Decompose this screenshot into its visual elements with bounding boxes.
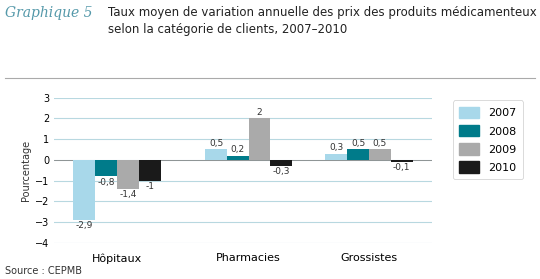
- Bar: [139, 160, 160, 181]
- Text: 0,2: 0,2: [231, 145, 245, 155]
- Text: -1,4: -1,4: [119, 190, 137, 199]
- Bar: [391, 160, 413, 162]
- Bar: [73, 160, 95, 220]
- Bar: [369, 150, 391, 160]
- Y-axis label: Pourcentage: Pourcentage: [21, 140, 31, 201]
- Bar: [205, 150, 227, 160]
- Text: Source : CEPMB: Source : CEPMB: [5, 266, 83, 276]
- Bar: [326, 154, 347, 160]
- Text: -0,1: -0,1: [393, 163, 410, 172]
- Text: -2,9: -2,9: [76, 221, 93, 230]
- Text: 2: 2: [257, 108, 262, 117]
- Text: -0,8: -0,8: [97, 178, 115, 187]
- Text: -0,3: -0,3: [273, 167, 290, 176]
- Text: 0,5: 0,5: [351, 139, 365, 148]
- Text: Graphique 5: Graphique 5: [5, 6, 93, 20]
- Text: 0,3: 0,3: [329, 143, 343, 152]
- Text: Taux moyen de variation annuelle des prix des produits médicamenteux brevetés
se: Taux moyen de variation annuelle des pri…: [108, 6, 540, 36]
- Text: 0,5: 0,5: [209, 139, 223, 148]
- Bar: [227, 156, 249, 160]
- Bar: [95, 160, 117, 176]
- Bar: [117, 160, 139, 189]
- Bar: [249, 118, 271, 160]
- Text: -1: -1: [145, 182, 154, 191]
- Text: 0,5: 0,5: [373, 139, 387, 148]
- Bar: [347, 150, 369, 160]
- Legend: 2007, 2008, 2009, 2010: 2007, 2008, 2009, 2010: [453, 100, 523, 179]
- Bar: [271, 160, 292, 166]
